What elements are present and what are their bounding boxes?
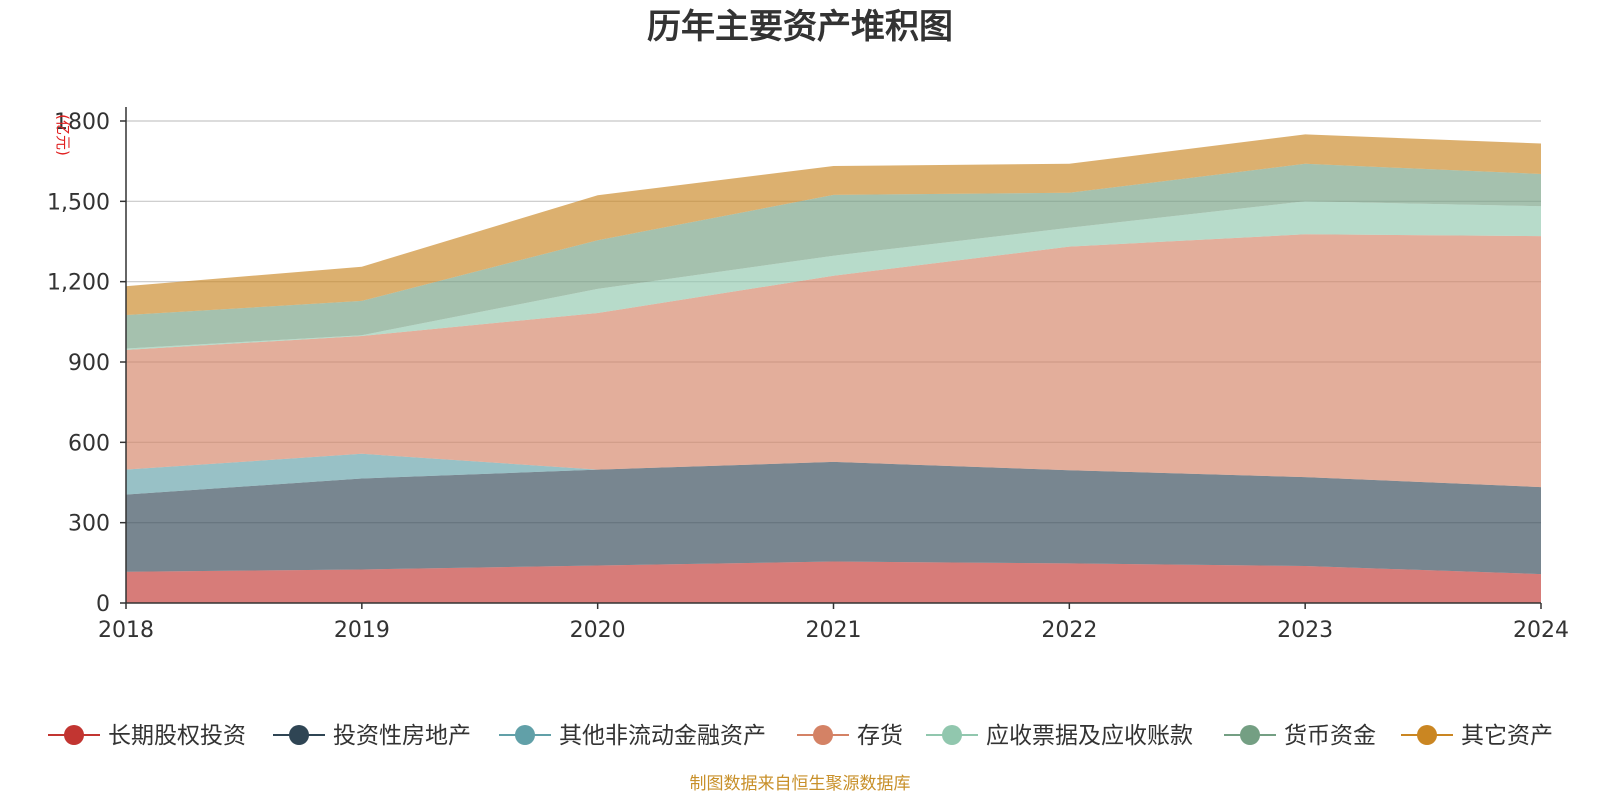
legend-item-5: 货币资金	[1224, 723, 1376, 749]
legend-item-2: 其他非流动金融资产	[499, 723, 766, 749]
area-1	[126, 461, 1541, 575]
y-tick-label-0: 0	[96, 592, 110, 617]
legend-item-0: 长期股权投资	[48, 723, 246, 749]
area-6	[126, 134, 1541, 316]
y-tick-label-5: 1,500	[47, 190, 110, 215]
legend-marker-4	[942, 725, 962, 745]
legend-label-1: 投资性房地产	[333, 723, 471, 749]
legend-label-5: 货币资金	[1284, 723, 1376, 749]
legend-item-1: 投资性房地产	[273, 723, 471, 749]
area-series	[126, 134, 1541, 603]
legend-item-3: 存货	[797, 723, 903, 749]
chart-title: 历年主要资产堆积图	[647, 7, 953, 47]
legend-marker-2	[515, 725, 535, 745]
area-5	[126, 163, 1541, 349]
area-2	[126, 453, 1541, 495]
legend: 长期股权投资 投资性房地产 其他非流动金融资产 存货 应收票据及应收账款 货币资金 其它资产	[48, 723, 1553, 749]
y-tick-label-1: 300	[68, 512, 110, 537]
y-tick-label-6: 1800	[54, 110, 110, 135]
legend-label-3: 存货	[857, 723, 903, 749]
x-tick-label-6: 2024	[1513, 618, 1569, 643]
area-0	[126, 561, 1541, 603]
area-3	[126, 234, 1541, 488]
legend-item-4: 应收票据及应收账款	[926, 723, 1193, 749]
legend-label-6: 其它资产	[1461, 723, 1553, 749]
y-tick-label-2: 600	[68, 431, 110, 456]
y-tick-label-4: 1,200	[47, 271, 110, 296]
legend-marker-1	[289, 725, 309, 745]
area-4	[126, 201, 1541, 350]
x-tick-label-4: 2022	[1041, 618, 1097, 643]
legend-marker-3	[813, 725, 833, 745]
legend-label-2: 其他非流动金融资产	[559, 723, 766, 749]
x-tick-label-0: 2018	[98, 618, 154, 643]
legend-item-6: 其它资产	[1401, 723, 1553, 749]
legend-label-4: 应收票据及应收账款	[986, 723, 1193, 749]
legend-label-0: 长期股权投资	[108, 723, 246, 749]
x-tick-label-5: 2023	[1277, 618, 1333, 643]
x-tick-label-3: 2021	[806, 618, 862, 643]
legend-marker-6	[1417, 725, 1437, 745]
x-axis-ticks: 2018 2019 2020 2021 2022 2023 2024	[98, 603, 1569, 643]
y-tick-label-3: 900	[68, 351, 110, 376]
y-axis-unit-label: (亿元)	[54, 114, 72, 156]
legend-marker-5	[1240, 725, 1260, 745]
x-tick-label-1: 2019	[334, 618, 390, 643]
legend-marker-0	[64, 725, 84, 745]
y-axis-ticks: 0 300 600 900 1,200 1,500 1800	[47, 110, 126, 617]
x-tick-label-2: 2020	[570, 618, 626, 643]
source-note: 制图数据来自恒生聚源数据库	[690, 774, 911, 794]
